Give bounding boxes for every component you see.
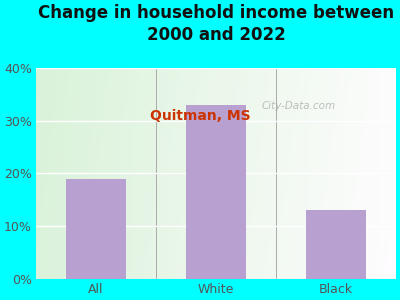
Title: Change in household income between
2000 and 2022: Change in household income between 2000 …: [38, 4, 394, 44]
Bar: [186, 105, 246, 279]
Bar: [66, 179, 126, 279]
Text: Quitman, MS: Quitman, MS: [150, 110, 250, 124]
Bar: [306, 210, 366, 279]
Text: City-Data.com: City-Data.com: [262, 101, 336, 111]
